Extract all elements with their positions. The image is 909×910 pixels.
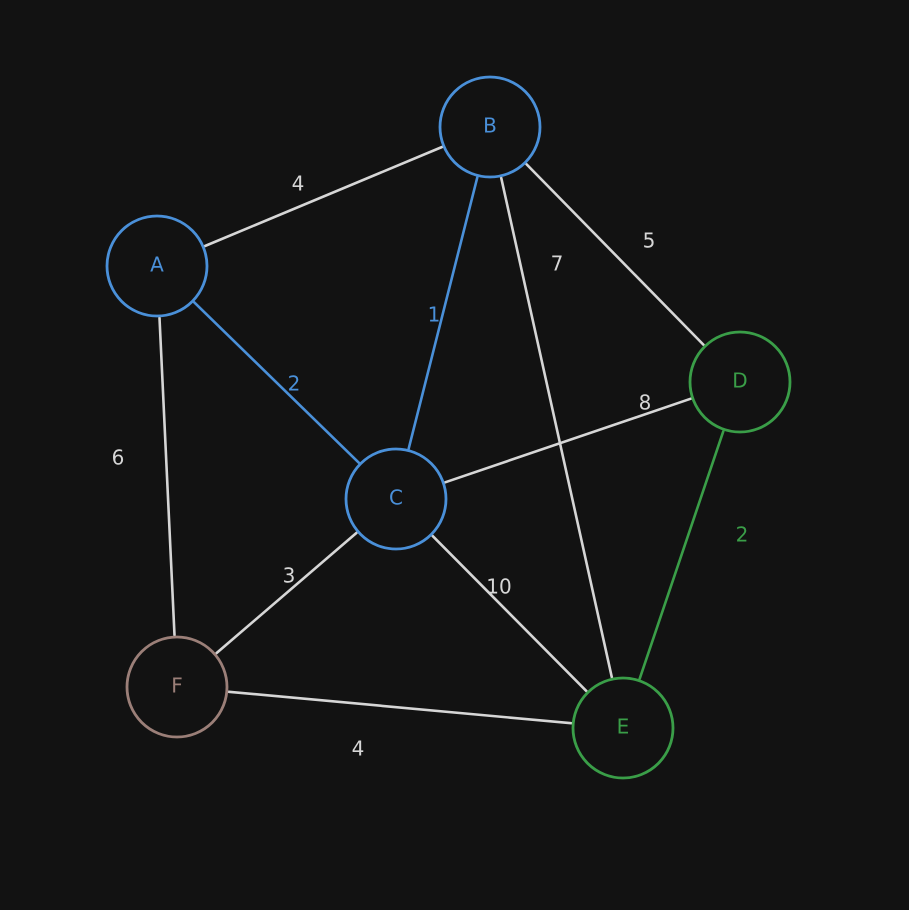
node-label-a: A: [150, 253, 164, 277]
node-circle-b: [438, 75, 542, 179]
node-circle-a: [105, 214, 209, 318]
edge-weight-a-b: 4: [292, 172, 305, 196]
node-f: F: [125, 635, 229, 739]
edge-a-c: [192, 300, 361, 465]
edge-c-e: [431, 534, 588, 693]
edge-b-d: [525, 162, 705, 347]
node-label-f: F: [171, 674, 183, 698]
node-a: A: [105, 214, 209, 318]
edge-b-c: [407, 176, 479, 450]
edge-labels-layer: 4 2 6 1 5 7 8 10 3 2 4: [112, 172, 749, 761]
node-label-d: D: [732, 369, 747, 393]
edge-c-f: [215, 531, 358, 655]
node-label-c: C: [389, 486, 403, 510]
edge-weight-b-d: 5: [643, 229, 656, 253]
node-circle-e: [571, 676, 675, 780]
edge-weight-d-e: 2: [736, 523, 749, 547]
edge-weight-c-e: 10: [486, 575, 511, 599]
node-circle-c: [344, 447, 448, 551]
edge-a-b: [203, 145, 444, 248]
node-c: C: [344, 447, 448, 551]
edge-f-e: [227, 690, 573, 725]
node-label-b: B: [483, 114, 497, 138]
node-b: B: [438, 75, 542, 179]
node-e: E: [571, 676, 675, 780]
node-circle-d: [688, 330, 792, 434]
edge-b-e: [499, 176, 614, 679]
edge-c-d: [443, 397, 693, 484]
edge-weight-c-f: 3: [283, 564, 296, 588]
edge-weight-f-e: 4: [352, 737, 365, 761]
edge-weight-b-e: 7: [551, 252, 564, 276]
node-d: D: [688, 330, 792, 434]
node-label-e: E: [617, 715, 630, 739]
edge-weight-a-c: 2: [288, 372, 301, 396]
node-circle-f: [125, 635, 229, 739]
edge-a-f: [158, 316, 176, 637]
edge-weight-a-f: 6: [112, 446, 125, 470]
nodes-layer: A B C D E F: [105, 75, 792, 780]
edges-layer: [158, 145, 725, 725]
edge-weight-b-c: 1: [428, 303, 441, 327]
edge-d-e: [638, 429, 725, 681]
edge-weight-c-d: 8: [639, 391, 652, 415]
